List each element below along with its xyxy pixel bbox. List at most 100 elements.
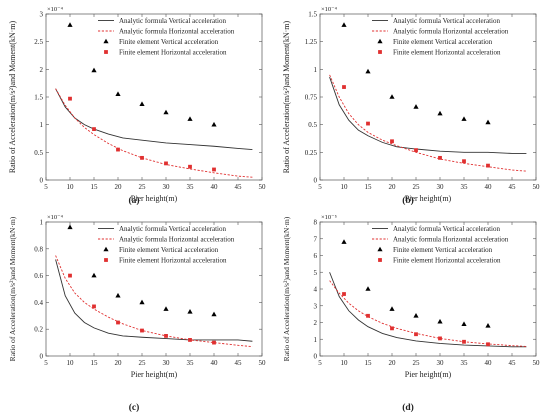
horizontal-fe-point xyxy=(462,159,466,164)
x-tick-label: 35 xyxy=(461,183,469,191)
y-tick-label: 0.2 xyxy=(34,326,43,334)
x-tick-label: 10 xyxy=(341,183,349,191)
y-tick-label: 1 xyxy=(40,219,44,227)
y-tick-label: 0 xyxy=(314,353,318,361)
vertical-fe-point xyxy=(461,321,467,326)
horizontal-fe-point xyxy=(116,320,120,325)
series-4 xyxy=(342,85,490,168)
legend-swatch xyxy=(378,50,382,54)
legend: Analytic formula Vertical acceleration An… xyxy=(372,225,509,265)
x-axis-label: Pier height(m) xyxy=(131,194,178,203)
x-axis-label: Pier height(m) xyxy=(405,194,452,203)
y-tick-label: 0.5 xyxy=(34,149,43,157)
y-tick-label: 0.25 xyxy=(305,149,318,157)
y-tick-label: 2.5 xyxy=(34,38,43,46)
y-axis-label: Ratio of Acceleration(m/s²)and Moment(kN… xyxy=(282,216,291,361)
vertical-fe-point xyxy=(211,121,217,127)
x-tick-label: 10 xyxy=(341,359,349,367)
horizontal-fe-point xyxy=(188,338,192,342)
series-2 xyxy=(329,74,527,172)
vertical-analytic-line xyxy=(329,76,527,154)
y-tick-label: 6 xyxy=(314,252,318,260)
x-tick-label: 35 xyxy=(461,359,469,367)
horizontal-fe-point xyxy=(342,292,346,296)
legend-label: Analytic formula Vertical acceleration xyxy=(393,17,500,25)
horizontal-fe-point xyxy=(366,313,370,318)
legend-label: Finite element Vertical acceleration xyxy=(393,38,493,46)
y-tick-label: 0 xyxy=(40,177,44,185)
legend-swatch xyxy=(103,246,109,252)
horizontal-fe-point xyxy=(212,167,216,172)
horizontal-fe-point xyxy=(68,96,72,101)
vertical-fe-point xyxy=(91,67,97,73)
y-tick-label: 1.5 xyxy=(34,94,43,102)
x-tick-label: 15 xyxy=(91,359,99,367)
legend-label: Finite element Horizontal acceleration xyxy=(119,49,227,57)
chart-panel-b: 5 10 15 20 25 30 35 40 45 50 0 0.25 0.5 0.75 1 1.25 1.5 ×… xyxy=(282,6,540,206)
x-tick-label: 50 xyxy=(259,183,267,191)
x-tick-label: 25 xyxy=(139,359,147,367)
y-tick-label: 1 xyxy=(314,336,318,344)
x-tick-label: 45 xyxy=(235,183,243,191)
legend: Analytic formula Vertical acceleration An… xyxy=(372,17,509,57)
vertical-fe-point xyxy=(413,313,419,318)
series-4 xyxy=(68,96,216,172)
horizontal-fe-point xyxy=(414,332,418,337)
chart-panel-c: 5 10 15 20 25 30 35 40 45 50 0 0.2 0.4 0.6 0.8 1×10⁻⁴ Pi… xyxy=(8,214,266,413)
series-1 xyxy=(329,272,527,348)
vertical-fe-point xyxy=(485,119,491,125)
horizontal-fe-point xyxy=(140,155,144,160)
legend-swatch xyxy=(104,258,108,262)
horizontal-fe-point xyxy=(140,328,144,333)
horizontal-analytic-line xyxy=(55,255,253,348)
vertical-fe-point xyxy=(341,22,347,27)
y-axis-multiplier: ×10⁻⁴ xyxy=(47,214,64,221)
vertical-fe-point xyxy=(163,109,169,115)
legend-label: Finite element Horizontal acceleration xyxy=(393,257,501,265)
x-tick-label: 25 xyxy=(413,359,421,367)
horizontal-fe-point xyxy=(188,164,192,169)
vertical-fe-point xyxy=(91,272,97,278)
y-tick-label: 0.75 xyxy=(305,94,318,102)
y-axis-multiplier: ×10⁻⁴ xyxy=(47,6,64,13)
horizontal-fe-point xyxy=(116,147,120,152)
x-tick-label: 15 xyxy=(365,359,373,367)
legend-label: Analytic formula Vertical acceleration xyxy=(119,17,226,25)
legend: Analytic formula Vertical acceleration An… xyxy=(98,225,235,265)
x-tick-label: 45 xyxy=(235,359,243,367)
legend-label: Finite element Vertical acceleration xyxy=(119,246,219,254)
horizontal-fe-point xyxy=(390,139,394,144)
horizontal-fe-point xyxy=(438,336,442,341)
series-3 xyxy=(67,224,217,317)
legend-label: Analytic formula Horizontal acceleration xyxy=(119,236,235,244)
legend-label: Analytic formula Vertical acceleration xyxy=(119,225,226,233)
horizontal-fe-point xyxy=(486,342,490,347)
vertical-fe-point xyxy=(413,104,419,109)
y-tick-label: 0.8 xyxy=(34,245,43,253)
x-tick-label: 5 xyxy=(44,183,48,191)
y-tick-label: 8 xyxy=(314,219,318,227)
series-2 xyxy=(55,88,253,178)
x-tick-label: 15 xyxy=(91,183,99,191)
y-tick-label: 1 xyxy=(40,121,44,129)
horizontal-analytic-line xyxy=(329,74,527,172)
x-axis-label: Pier height(m) xyxy=(405,370,452,379)
legend-swatch xyxy=(104,50,108,54)
x-tick-label: 40 xyxy=(211,359,219,367)
horizontal-fe-point xyxy=(164,161,168,166)
y-tick-label: 3 xyxy=(40,11,44,19)
horizontal-fe-point xyxy=(342,85,346,89)
x-tick-label: 5 xyxy=(44,359,48,367)
series-1 xyxy=(329,76,527,154)
y-tick-label: 0.6 xyxy=(34,272,43,280)
y-tick-label: 1.25 xyxy=(305,38,318,46)
vertical-fe-point xyxy=(485,323,491,328)
y-tick-label: 3 xyxy=(314,302,318,310)
panel-label: (a) xyxy=(128,195,139,206)
vertical-fe-point xyxy=(115,91,121,97)
vertical-fe-point xyxy=(437,110,443,116)
vertical-fe-point xyxy=(389,306,395,311)
series-3 xyxy=(341,239,491,328)
series-3 xyxy=(341,22,491,125)
